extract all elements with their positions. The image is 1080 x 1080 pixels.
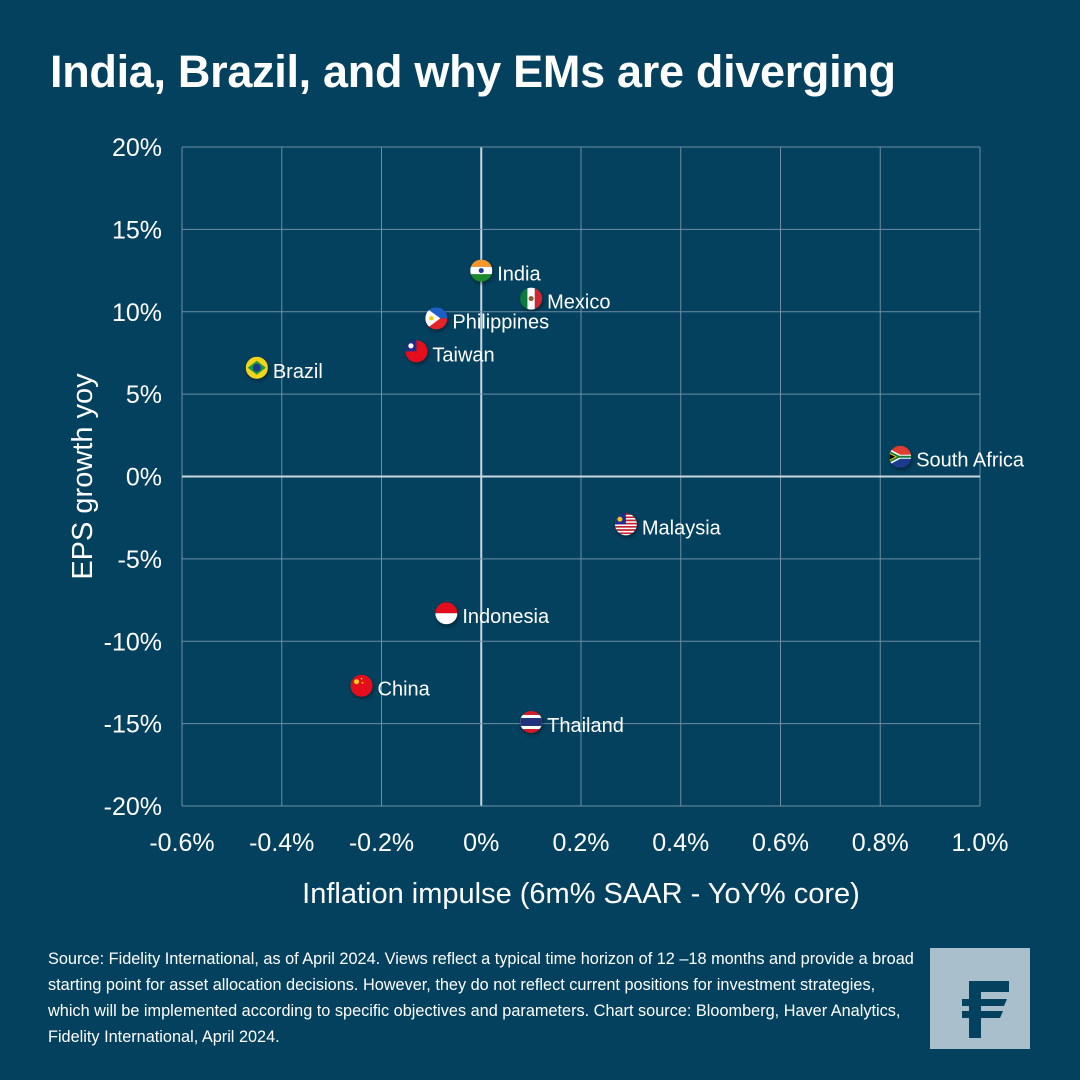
chart-title: India, Brazil, and why EMs are diverging — [50, 46, 896, 97]
y-tick-label: -5% — [118, 546, 162, 574]
scatter-chart: -0.6% -0.4% -0.2% 0% 0.2% 0.4% 0.6% 0.8% 1.0% 20%… — [67, 134, 1025, 910]
data-label: Malaysia — [642, 517, 722, 539]
source-note: Source: Fidelity International, as of Ap… — [48, 950, 914, 1046]
data-point-brazil: Brazil — [245, 356, 323, 383]
data-label: Thailand — [547, 715, 624, 737]
indonesia-flag-icon — [435, 602, 458, 625]
south-africa-flag-icon — [889, 445, 912, 468]
taiwan-flag-icon — [405, 340, 428, 363]
data-point-china: China — [350, 674, 431, 701]
x-tick-label: 1.0% — [952, 829, 1009, 857]
x-tick-label: -0.4% — [249, 829, 314, 857]
y-tick-label: 10% — [112, 299, 162, 327]
y-tick-label: 0% — [126, 464, 162, 492]
data-point-india: India — [470, 259, 541, 286]
x-tick-label: 0.8% — [852, 829, 909, 857]
malaysia-flag-icon — [614, 513, 637, 536]
data-point-taiwan: Taiwan — [405, 340, 495, 366]
brazil-flag-icon — [245, 356, 268, 379]
fidelity-f-icon — [962, 981, 1009, 1038]
y-tick-label: 15% — [112, 216, 162, 244]
y-tick-label: -20% — [104, 793, 162, 821]
y-tick-label: 20% — [112, 134, 162, 162]
data-label: South Africa — [916, 450, 1025, 472]
y-tick-label: -15% — [104, 711, 162, 739]
x-axis-label: Inflation impulse (6m% SAAR - YoY% core) — [302, 878, 860, 910]
data-label: India — [497, 264, 541, 286]
mexico-flag-icon — [520, 287, 543, 310]
data-label: Philippines — [452, 311, 549, 333]
china-flag-icon — [350, 674, 373, 697]
y-tick-label: -10% — [104, 628, 162, 656]
india-flag-icon — [470, 259, 493, 282]
data-label: Mexico — [547, 292, 610, 314]
x-tick-label: 0% — [463, 829, 499, 857]
data-point-south-africa: South Africa — [889, 445, 1025, 472]
thailand-flag-icon — [520, 710, 543, 733]
data-point-thailand: Thailand — [520, 710, 624, 737]
data-point-malaysia: Malaysia — [614, 513, 722, 539]
data-label: Brazil — [273, 361, 323, 383]
x-tick-label: 0.6% — [752, 829, 809, 857]
data-label: Taiwan — [432, 344, 494, 366]
y-axis-label: EPS growth yoy — [67, 373, 99, 580]
x-tick-label: -0.6% — [149, 829, 214, 857]
x-tick-label: 0.4% — [652, 829, 709, 857]
fidelity-logo — [930, 948, 1030, 1049]
philippines-flag-icon — [425, 307, 448, 330]
data-label: Indonesia — [462, 606, 550, 628]
x-tick-label: -0.2% — [349, 829, 414, 857]
data-label: China — [378, 679, 431, 701]
data-point-mexico: Mexico — [520, 287, 610, 314]
y-tick-label: 5% — [126, 381, 162, 409]
data-point-philippines: Philippines — [425, 307, 549, 333]
data-point-indonesia: Indonesia — [435, 602, 550, 628]
x-tick-label: 0.2% — [553, 829, 610, 857]
